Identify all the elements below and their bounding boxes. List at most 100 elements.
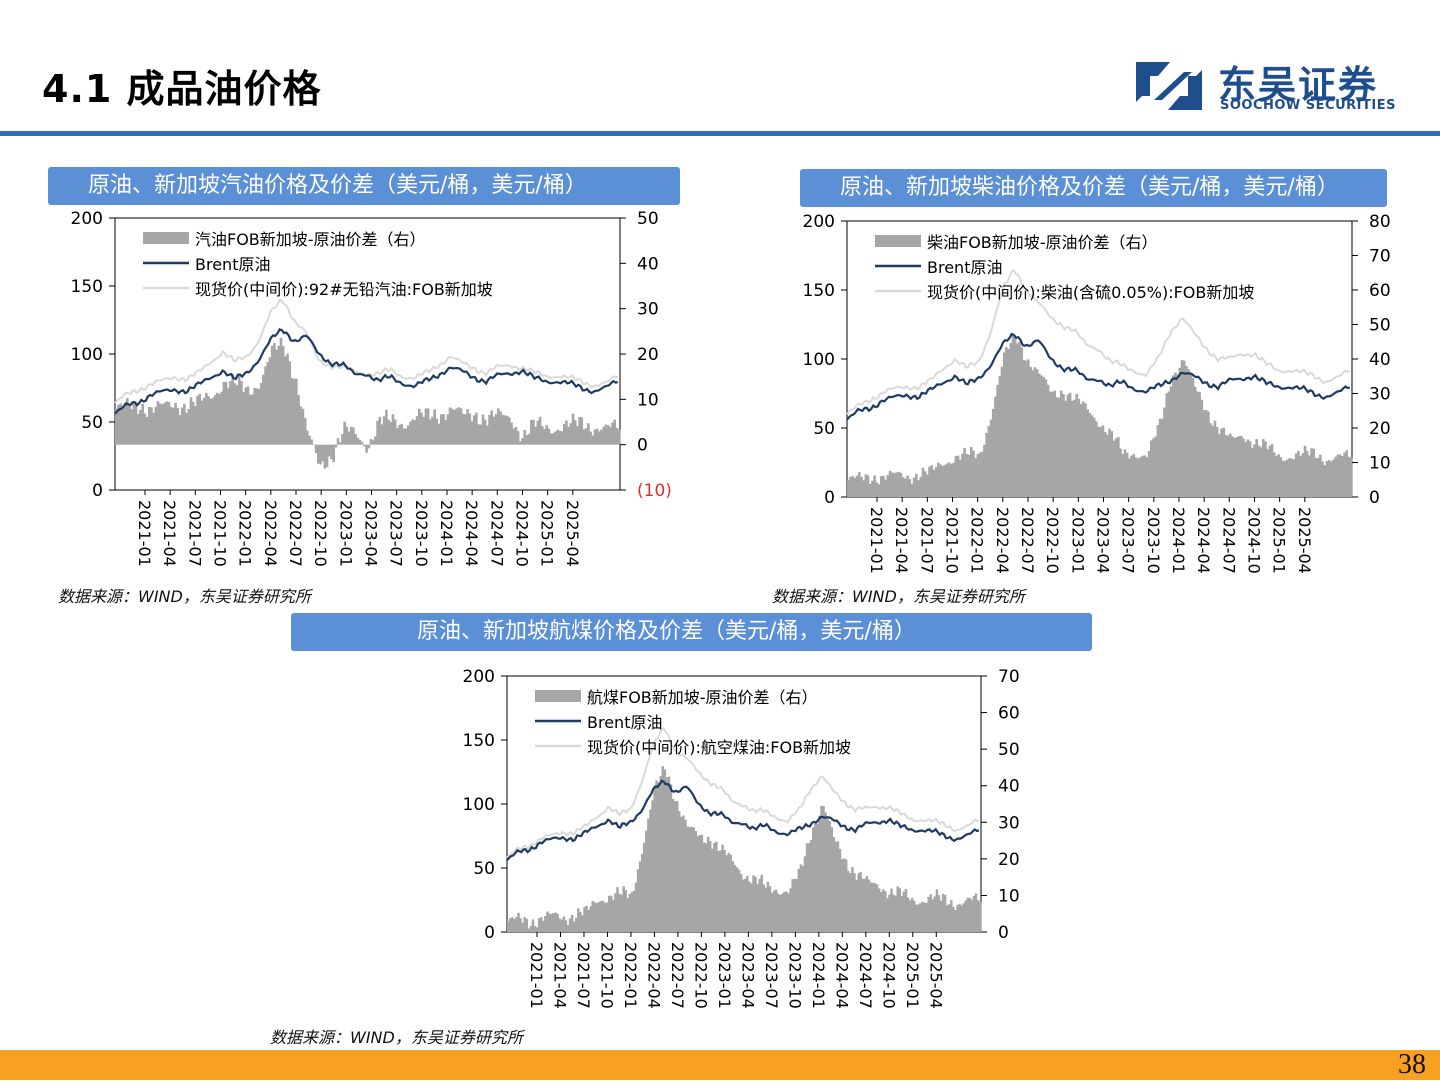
spread-bar [1251, 447, 1254, 497]
spread-bar [1002, 352, 1006, 497]
spread-bar [937, 895, 941, 932]
spread-bar [912, 477, 916, 497]
x-axis-label: 2025-01 [1270, 507, 1289, 574]
legend-swatch-spread [875, 235, 921, 247]
spread-bar [1198, 392, 1201, 497]
spread-bar [880, 892, 883, 932]
spread-bar [457, 407, 461, 445]
spread-bar [1059, 390, 1063, 497]
spread-bar [789, 888, 792, 932]
spread-bar [1257, 445, 1261, 497]
x-axis-label: 2021-10 [942, 507, 961, 574]
right-axis-label: 0 [637, 436, 648, 456]
spread-bar [853, 477, 857, 497]
spread-bar [130, 409, 133, 445]
spread-bar [890, 888, 893, 932]
spread-bar [517, 912, 520, 932]
spread-bar [1018, 341, 1021, 497]
spread-bar [928, 466, 931, 497]
spread-bar [571, 413, 575, 445]
spread-bar [840, 859, 844, 932]
spread-bar [706, 836, 710, 932]
spread-bar [1268, 445, 1272, 497]
spread-bar [663, 769, 667, 932]
legend-label: 柴油FOB新加坡-原油价差（右） [927, 233, 1158, 252]
spread-bar [626, 898, 629, 932]
spread-bar [983, 444, 986, 497]
spread-bar [927, 897, 930, 932]
spread-bar [224, 382, 228, 445]
spread-bar [1165, 393, 1168, 497]
spread-bar [871, 480, 874, 497]
spread-bar [945, 463, 949, 497]
spread-bar [519, 918, 522, 932]
spread-bar [1084, 403, 1087, 497]
spread-bar [842, 858, 846, 932]
spread-bar [527, 928, 531, 932]
spread-bar [684, 819, 687, 932]
spread-bar [954, 909, 957, 932]
spread-bar [645, 830, 648, 932]
spread-bar [680, 816, 683, 932]
spread-bar [893, 473, 896, 497]
spread-bar [1143, 455, 1147, 497]
spread-bar [812, 827, 815, 932]
spread-bar [690, 826, 693, 932]
spread-bar [962, 903, 965, 932]
spread-bar [1233, 437, 1237, 497]
spread-bar [125, 398, 129, 445]
spread-bar [1341, 456, 1344, 497]
x-axis-label: 2022-01 [236, 500, 255, 567]
spread-bar [651, 800, 654, 932]
spread-bar [1336, 454, 1340, 497]
spread-bar [585, 905, 588, 932]
spread-bar [616, 887, 619, 932]
spread-bar [926, 474, 929, 497]
spread-bar [630, 892, 634, 932]
spread-bar [853, 873, 856, 932]
spread-bar [1086, 409, 1089, 497]
x-axis-label: 2022-04 [644, 942, 663, 1009]
x-axis-label: 2021-01 [527, 942, 546, 1009]
spread-bar [1345, 450, 1349, 497]
x-axis-label: 2021-04 [892, 507, 911, 574]
right-axis-label: 10 [1369, 454, 1391, 474]
spread-bar [233, 383, 237, 445]
spread-bar [972, 895, 976, 932]
spread-bar [601, 900, 605, 932]
spread-bar [548, 913, 551, 932]
spread-bar [442, 414, 445, 445]
spread-bar [327, 444, 331, 457]
spread-bar [1297, 450, 1300, 497]
spread-bar [963, 447, 966, 497]
spread-bar [964, 900, 967, 932]
spread-bar [400, 423, 404, 445]
spread-bar [1191, 378, 1195, 497]
spread-bar [715, 841, 718, 932]
spread-bar [242, 392, 245, 445]
spread-bar [976, 454, 980, 497]
spread-bar [834, 841, 838, 932]
spread-bar [894, 895, 897, 932]
spread-bar [573, 420, 577, 445]
x-axis-label: 2023-01 [336, 500, 355, 567]
spread-bar [1145, 457, 1149, 497]
spread-bar [731, 861, 735, 932]
spread-bar [961, 453, 964, 497]
spread-bar [535, 927, 539, 932]
spread-bar [952, 462, 955, 497]
spread-bar [595, 903, 599, 932]
spread-bar [754, 876, 757, 932]
spread-bar [501, 414, 505, 445]
spread-bar [1288, 458, 1291, 497]
x-axis-label: 2021-10 [210, 500, 229, 567]
spread-bar [746, 876, 749, 932]
spread-bar [587, 910, 590, 932]
spread-bar [906, 475, 909, 497]
spread-bar [688, 827, 691, 932]
spread-bar [262, 374, 265, 445]
spread-bar [123, 403, 127, 445]
spread-bar [538, 416, 542, 445]
spread-bar [202, 397, 206, 445]
spread-bar [906, 897, 910, 932]
